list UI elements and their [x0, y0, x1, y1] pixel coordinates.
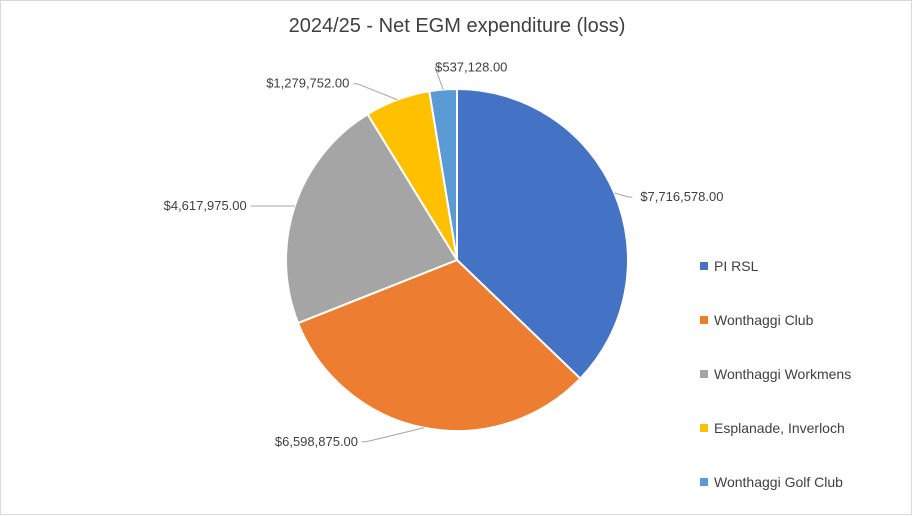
- legend-label: PI RSL: [714, 258, 759, 274]
- data-label: $7,716,578.00: [640, 189, 723, 204]
- chart-title: 2024/25 - Net EGM expenditure (loss): [288, 15, 626, 37]
- leader-line: [614, 192, 633, 198]
- pie-slice-wonthaggi-workmens: [285, 112, 459, 325]
- legend-item: Wonthaggi Golf Club: [700, 474, 900, 492]
- legend-label: Wonthaggi Golf Club: [714, 474, 843, 490]
- legend-swatch: [700, 262, 708, 270]
- data-label: $4,617,975.00: [164, 198, 247, 213]
- legend-item: Wonthaggi Club: [700, 312, 900, 330]
- legend-swatch: [700, 370, 708, 378]
- pie-slice-wonthaggi-golf-club: [428, 87, 458, 261]
- leader-line: [434, 67, 444, 90]
- legend-label: Esplanade, Inverloch: [714, 420, 845, 436]
- data-label: $537,128.00: [435, 60, 507, 75]
- legend-item: PI RSL: [700, 258, 900, 276]
- legend-item: Wonthaggi Workmens: [700, 366, 900, 384]
- leader-line: [362, 427, 425, 443]
- legend-swatch: [700, 424, 708, 432]
- pie-slice-pi-rsl: [456, 87, 629, 380]
- legend-swatch: [700, 478, 708, 486]
- legend-swatch: [700, 316, 708, 324]
- legend-item: Esplanade, Inverloch: [700, 420, 900, 438]
- leader-line: [353, 83, 398, 101]
- legend-label: Wonthaggi Club: [714, 312, 814, 328]
- data-label: $6,598,875.00: [275, 434, 358, 449]
- legend-label: Wonthaggi Workmens: [714, 366, 852, 382]
- data-label: $1,279,752.00: [266, 76, 349, 91]
